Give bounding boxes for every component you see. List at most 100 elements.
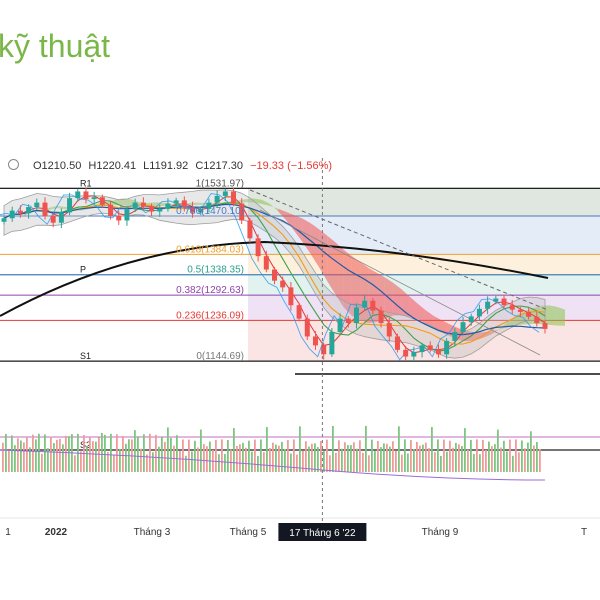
cloud-segment: [278, 208, 287, 221]
price-chart[interactable]: R1 P S1 S2 1(1531.97) 0.786(1470.10) 0.618(13…: [0, 150, 600, 542]
x-axis-label: T: [581, 527, 587, 538]
volume-bar: [467, 449, 469, 472]
trend-line: [259, 209, 541, 356]
volume-bar: [512, 455, 514, 472]
candle: [157, 208, 163, 212]
fib-label-0.5: 0.5(1338.35): [187, 265, 244, 276]
fib-label-0: 0(1144.69): [196, 351, 244, 362]
volume-bar: [137, 436, 139, 472]
cloud-segment: [483, 331, 492, 338]
volume-bar: [266, 427, 268, 472]
volume-bar: [350, 445, 352, 472]
volume-bar: [365, 425, 367, 472]
candle: [394, 336, 400, 350]
volume-bar: [476, 439, 478, 472]
eye-icon[interactable]: [8, 159, 19, 170]
candle: [435, 349, 441, 355]
volume-bar: [110, 433, 112, 472]
candle: [411, 352, 417, 357]
ohlc-high: H1220.41: [88, 160, 137, 172]
volume-bar: [263, 452, 265, 472]
volume-bar: [242, 442, 244, 472]
candle: [542, 323, 548, 329]
volume-bar: [323, 451, 325, 472]
price-chart-panel[interactable]: R1 P S1 S2 1(1531.97) 0.786(1470.10) 0.618(13…: [0, 150, 600, 542]
volume-bar: [251, 451, 253, 472]
volume-bar: [497, 429, 499, 472]
volume-bar: [293, 439, 295, 472]
volume-bar: [344, 442, 346, 472]
x-axis-label: 1: [5, 527, 11, 538]
volume-bar: [11, 435, 13, 472]
candle: [329, 332, 335, 355]
fibonacci-labels: 1(1531.97) 0.786(1470.10) 0.618(1384.03) 0.…: [176, 178, 244, 362]
candle: [485, 301, 491, 309]
volume-bar: [8, 450, 10, 472]
ohlc-low: L1191.92: [143, 160, 189, 172]
volume-bar: [200, 429, 202, 472]
fib-label-0.786: 0.786(1470.10): [176, 206, 244, 217]
volume-bar: [275, 444, 277, 472]
volume-bar: [149, 433, 151, 472]
volume-bar: [353, 442, 355, 472]
candle: [34, 202, 40, 208]
volume-ma-line: [0, 449, 546, 481]
candle: [222, 191, 228, 196]
volume-bar: [314, 443, 316, 472]
x-axis-label: 2022: [45, 527, 68, 538]
cloud-segment: [56, 205, 65, 210]
candle: [75, 191, 81, 199]
cloud-segment: [319, 229, 328, 282]
candle: [58, 212, 64, 223]
ohlc-close: C1217.30: [195, 160, 244, 172]
volume-bar: [56, 439, 58, 472]
x-axis-label: Tháng 3: [134, 527, 171, 538]
candle: [288, 287, 294, 306]
volume-bar: [437, 439, 439, 472]
pivot-label-p: P: [80, 265, 86, 275]
volume-bar: [320, 440, 322, 472]
cloud-segment: [269, 203, 279, 212]
volume-bar: [26, 436, 28, 472]
candle: [181, 200, 187, 208]
ma-line-200: [0, 240, 549, 317]
ohlc-open: O1210.50: [33, 160, 82, 172]
candle: [149, 206, 155, 212]
volume-bar: [62, 444, 64, 472]
crosshair-date-label: 17 Tháng 6 '22: [289, 528, 356, 539]
volume-bar: [47, 448, 49, 472]
volume-bar: [329, 455, 331, 472]
volume-bar: [317, 447, 319, 472]
candle: [26, 207, 32, 214]
volume-bar: [464, 428, 466, 472]
volume-bar: [326, 439, 328, 472]
candle: [526, 311, 532, 317]
volume-bar: [143, 434, 145, 472]
candle: [534, 316, 540, 324]
candle: [231, 191, 237, 204]
volume-bar: [140, 448, 142, 472]
volume-bar: [227, 439, 229, 472]
fib-label-0.382: 0.382(1292.63): [176, 285, 244, 296]
candle: [17, 210, 23, 214]
volume-bar: [446, 451, 448, 472]
volume-bar: [425, 442, 427, 472]
volume-bar: [101, 432, 103, 472]
volume-bar: [458, 444, 460, 472]
candle: [83, 191, 89, 200]
volume-bar: [494, 444, 496, 472]
volume-bar: [38, 433, 40, 472]
volume-bar: [428, 448, 430, 472]
volume-bar: [230, 449, 232, 472]
candle: [108, 204, 114, 216]
volume-bar: [413, 449, 415, 472]
candle: [362, 300, 368, 308]
volume-bar: [224, 453, 226, 472]
volume-bar: [29, 447, 31, 472]
candle: [263, 256, 269, 270]
candle: [190, 207, 196, 213]
volume-bar: [35, 439, 37, 472]
volume-bar: [491, 446, 493, 472]
candle: [296, 305, 302, 319]
volume-bar: [104, 434, 106, 472]
